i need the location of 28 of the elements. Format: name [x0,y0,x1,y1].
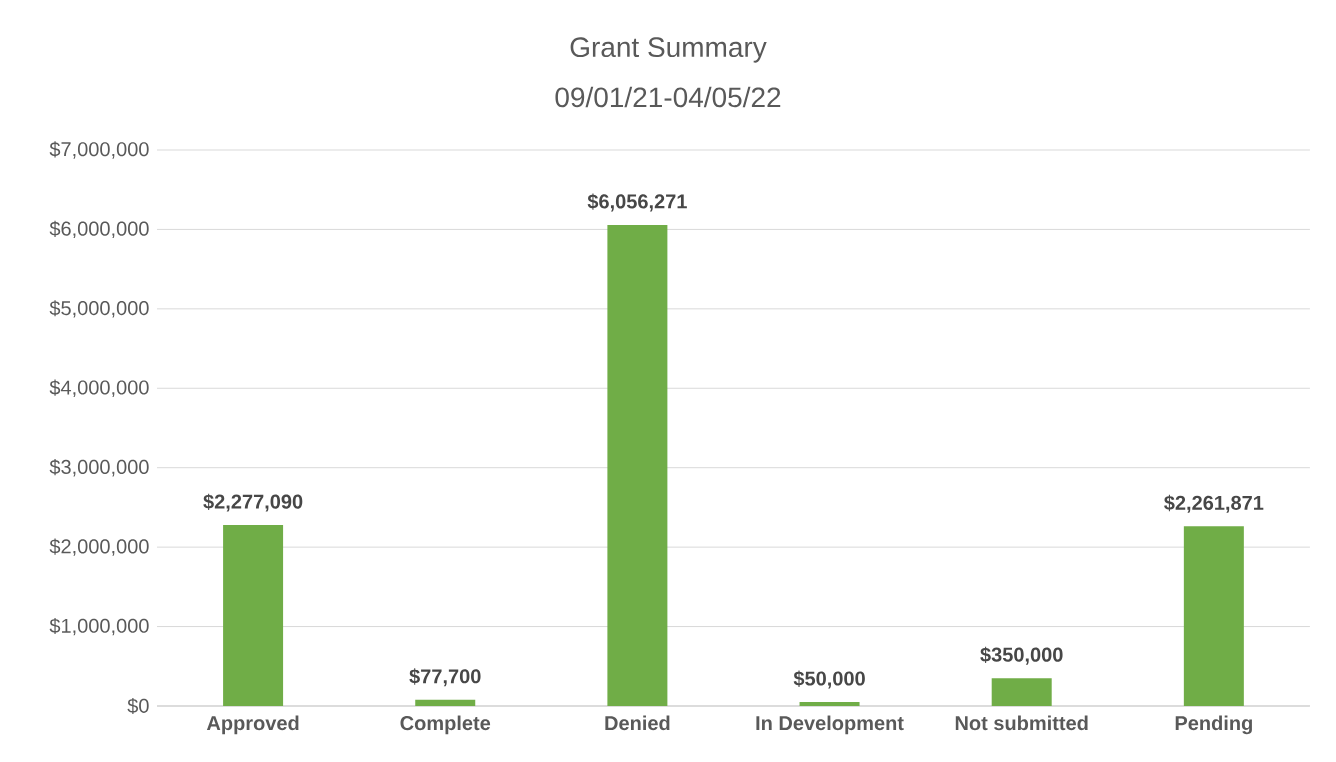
data-label: $6,056,271 [587,193,687,212]
data-label: $2,277,090 [203,493,303,512]
x-tick-label: Not submitted [955,715,1088,731]
y-tick-label: $5,000,000 [49,300,149,318]
x-tick-label: Complete [400,715,491,735]
bar [223,525,284,706]
bar [1183,526,1244,706]
bar [415,699,476,706]
x-tick-label: In Development [756,715,904,735]
y-tick-label: $6,000,000 [49,220,149,239]
y-tick-label: $3,000,000 [49,459,149,477]
x-tick-label: Pending [1175,715,1252,735]
y-tick-label: $4,000,000 [49,379,149,397]
y-tick-label: $2,000,000 [49,538,149,556]
y-tick-label: $0 [127,697,149,715]
y-tick-label: $1,000,000 [49,617,149,636]
bar [799,702,860,706]
chart-subtitle: 09/01/21-04/05/22 [555,86,781,108]
chart-title: Grant Summary [570,37,767,63]
data-label: $2,261,871 [1164,494,1264,513]
data-label: $50,000 [793,670,865,689]
data-label: $77,700 [409,668,481,687]
x-tick-label: Denied [605,715,670,731]
x-tick-label: Approved [206,715,299,735]
data-label: $350,000 [980,646,1063,665]
y-tick-label: $7,000,000 [49,141,149,159]
bar [607,224,668,706]
bar [991,678,1052,706]
